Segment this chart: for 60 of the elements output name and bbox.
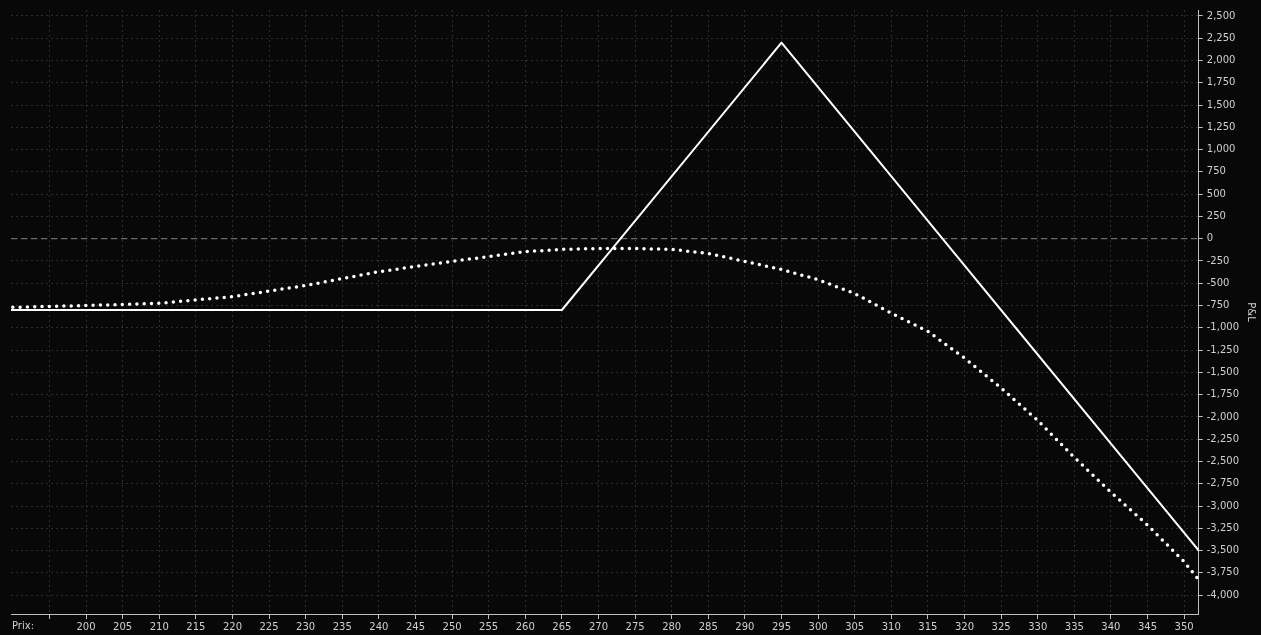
y-tick-label: 2,500: [1206, 9, 1236, 21]
y-tick-label: -3,000: [1206, 499, 1240, 511]
x-tick-label: 200: [76, 620, 96, 632]
x-tick-label: 325: [991, 620, 1011, 632]
x-tick-label: 295: [771, 620, 792, 632]
x-tick-label: 305: [845, 620, 865, 632]
y-tick-label: -3,500: [1206, 544, 1240, 556]
y-tick-label: -500: [1206, 276, 1230, 288]
x-tick-label: 270: [588, 620, 609, 632]
y-tick-label: 750: [1206, 165, 1226, 177]
x-tick-label: 210: [149, 620, 169, 632]
y-tick-label: -3,750: [1206, 566, 1240, 578]
x-tick-label: 285: [698, 620, 718, 632]
x-tick-label: 245: [405, 620, 426, 632]
x-tick-label: 320: [954, 620, 975, 632]
x-tick-label: 335: [1064, 620, 1084, 632]
x-tick-label: 205: [113, 620, 133, 632]
y-tick-label: 2,000: [1206, 54, 1236, 66]
x-tick-label: 300: [808, 620, 828, 632]
y-tick-label: -250: [1206, 254, 1230, 266]
x-tick-label: 350: [1174, 620, 1194, 632]
y-tick-label: -750: [1206, 299, 1230, 311]
y-tick-label: -2,250: [1206, 432, 1240, 444]
y-tick-label: -1,500: [1206, 365, 1240, 377]
y-tick-label: 1,750: [1206, 76, 1236, 88]
y-tick-label: 500: [1206, 187, 1226, 199]
x-tick-label: 280: [662, 620, 682, 632]
y-tick-label: 1,250: [1206, 120, 1236, 132]
y-axis-title: P&L: [1246, 302, 1258, 323]
x-axis-title: Prix:: [12, 619, 35, 631]
x-tick-label: 250: [442, 620, 462, 632]
x-tick-label: 260: [515, 620, 535, 632]
y-tick-label: -4,000: [1206, 588, 1240, 600]
y-tick-label: -3,250: [1206, 521, 1240, 533]
x-tick-label: 215: [186, 620, 206, 632]
x-tick-label: 230: [296, 620, 316, 632]
y-tick-label: -1,750: [1206, 388, 1240, 400]
x-tick-label: 290: [735, 620, 755, 632]
y-tick-label: 1,000: [1206, 143, 1236, 155]
x-tick-label: 265: [552, 620, 572, 632]
y-tick-label: -2,750: [1206, 477, 1240, 489]
y-tick-label: 0: [1206, 232, 1214, 244]
x-tick-label: 315: [918, 620, 938, 632]
y-tick-label: -1,250: [1206, 343, 1240, 355]
x-tick-label: 255: [479, 620, 499, 632]
x-tick-label: 235: [332, 620, 352, 632]
y-tick-label: 2,250: [1206, 31, 1236, 43]
y-tick-label: 1,500: [1206, 98, 1236, 110]
y-tick-label: -2,500: [1206, 455, 1240, 467]
y-tick-label: -2,000: [1206, 410, 1240, 422]
y-tick-label: -1,000: [1206, 321, 1240, 333]
x-tick-label: 345: [1137, 620, 1158, 632]
x-tick-label: 310: [881, 620, 901, 632]
x-tick-label: 225: [259, 620, 279, 632]
x-tick-label: 275: [625, 620, 645, 632]
x-tick-label: 340: [1101, 620, 1121, 632]
x-tick-label: 220: [222, 620, 242, 632]
x-tick-label: 240: [369, 620, 389, 632]
y-tick-label: 250: [1206, 210, 1226, 222]
x-tick-label: 330: [1028, 620, 1048, 632]
